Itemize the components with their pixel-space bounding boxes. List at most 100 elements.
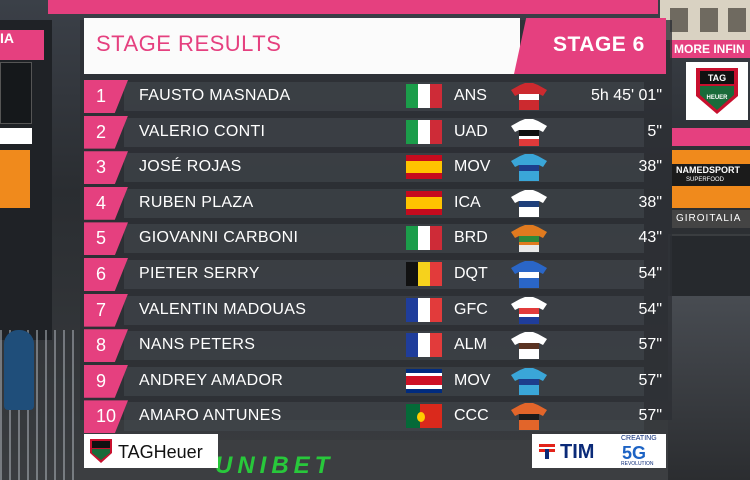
stage-badge	[514, 18, 666, 74]
team-code: DQT	[454, 265, 488, 282]
tag-heuer-footer: TAGHeuer	[84, 434, 218, 468]
tim-5g-caption: CREATING	[621, 435, 657, 442]
right-banner: MORE INFIN	[670, 40, 750, 58]
window	[728, 8, 746, 32]
team-code: MOV	[454, 371, 491, 389]
team-code: MOV	[454, 158, 491, 176]
team-code: ALM	[454, 336, 487, 354]
team-jersey-icon	[510, 154, 548, 182]
left-sign-text: IA	[0, 30, 14, 46]
team-code: ICA	[454, 193, 481, 211]
nation-flag-icon	[406, 368, 442, 393]
position-number: 6	[96, 264, 107, 284]
header-bar	[84, 18, 520, 74]
rider-name: RUBEN PLAZA	[139, 193, 254, 211]
result-row: 1 FAUSTO MASNADA ANS 5h 45' 01"	[84, 80, 670, 113]
crowd	[668, 296, 750, 480]
rider-name: PIETER SERRY	[139, 265, 260, 282]
row-stripe	[124, 402, 644, 432]
position-number: 7	[96, 299, 107, 320]
left-white-sign	[0, 128, 32, 144]
row-stripe	[124, 331, 644, 361]
giro-site-banner: GIROITALIA	[672, 210, 750, 228]
named-sport-text: NAMEDSPORT	[676, 165, 741, 175]
team-jersey-icon	[510, 261, 548, 288]
giro-site-text: GIROITALIA	[676, 213, 742, 224]
team-jersey-icon	[510, 296, 548, 324]
team-jersey-icon	[510, 332, 548, 360]
team-code: GFC	[454, 300, 488, 318]
tim-logo-icon	[539, 444, 555, 459]
named-sport-board: NAMEDSPORT SUPERFOOD	[672, 150, 750, 208]
nation-flag-icon	[406, 226, 442, 251]
rider-name: AMARO ANTUNES	[139, 407, 282, 425]
position-number: 8	[96, 335, 107, 356]
row-stripe	[124, 117, 644, 147]
tag-heuer-shield-icon	[90, 439, 112, 463]
left-screen	[0, 62, 32, 124]
team-jersey-icon	[510, 118, 548, 146]
row-stripe	[124, 295, 644, 325]
result-row: 7 VALENTIN MADOUAS GFC 54"	[84, 293, 670, 327]
tag-heuer-wordmark: TAGHeuer	[118, 442, 203, 462]
result-row: 2 VALERIO CONTI UAD 5"	[84, 115, 670, 149]
result-row: 3 JOSÉ ROJAS MOV 38"	[84, 151, 670, 185]
result-row: 8 NANS PETERS ALM 57"	[84, 329, 670, 363]
top-banner	[48, 0, 658, 14]
position-number: 1	[96, 86, 107, 106]
nation-flag-icon	[406, 404, 442, 429]
time-gap: 43"	[638, 229, 662, 247]
rider-name: VALERIO CONTI	[139, 122, 266, 140]
position-number: 10	[96, 406, 117, 427]
tim-wordmark: TIM	[560, 441, 595, 463]
tag-heuer-logo-icon: TAG HEUER	[696, 68, 738, 114]
result-row: 6 PIETER SERRY DQT 54"	[84, 258, 670, 291]
time-gap: 5h 45' 01"	[590, 87, 662, 104]
time-gap: 54"	[638, 300, 662, 318]
rider-name: ANDREY AMADOR	[139, 371, 284, 389]
tim-5g-caption-bottom: REVOLUTION	[621, 461, 654, 467]
team-jersey-icon	[510, 225, 548, 253]
time-gap: 54"	[638, 265, 662, 282]
row-stripe	[124, 188, 644, 218]
position-number: 4	[96, 192, 107, 213]
row-stripe	[124, 260, 644, 289]
rider-name: VALENTIN MADOUAS	[139, 300, 307, 318]
position-badge: 3	[84, 151, 128, 185]
right-ad	[672, 128, 750, 146]
position-number: 2	[96, 121, 107, 142]
rider-name: FAUSTO MASNADA	[139, 87, 291, 104]
named-sport-panel: NAMEDSPORT SUPERFOOD	[672, 164, 750, 186]
time-gap: 57"	[638, 336, 662, 354]
row-stripe	[124, 82, 644, 111]
row-stripe	[124, 224, 644, 254]
spectator	[4, 330, 34, 410]
position-badge: 8	[84, 329, 128, 363]
position-number: 5	[96, 228, 107, 249]
rider-name: JOSÉ ROJAS	[139, 158, 242, 176]
team-jersey-icon	[510, 189, 548, 217]
team-code: CCC	[454, 407, 489, 425]
result-row: 5 GIOVANNI CARBONI BRD 43"	[84, 222, 670, 256]
time-gap: 5"	[647, 122, 662, 140]
position-badge: 2	[84, 115, 128, 149]
time-gap: 57"	[638, 407, 662, 425]
named-sport-sub: SUPERFOOD	[686, 177, 725, 183]
building	[660, 0, 750, 40]
left-orange-sign	[0, 150, 30, 208]
position-badge: 1	[84, 80, 128, 113]
time-gap: 38"	[638, 158, 662, 176]
page-title: STAGE RESULTS	[96, 31, 282, 56]
team-code: ANS	[454, 87, 487, 104]
road-ad: UNIBET	[215, 452, 335, 479]
position-badge: 6	[84, 258, 128, 291]
nation-flag-icon	[406, 119, 442, 144]
rider-name: NANS PETERS	[139, 336, 256, 354]
time-gap: 57"	[638, 371, 662, 389]
result-row: 9 ANDREY AMADOR MOV 57"	[84, 364, 670, 398]
svg-text:HEUER: HEUER	[706, 95, 728, 101]
nation-flag-icon	[406, 155, 442, 180]
nation-flag-icon	[406, 262, 442, 286]
tim-footer: TIM CREATING 5G REVOLUTION	[532, 434, 666, 468]
nation-flag-icon	[406, 190, 442, 215]
